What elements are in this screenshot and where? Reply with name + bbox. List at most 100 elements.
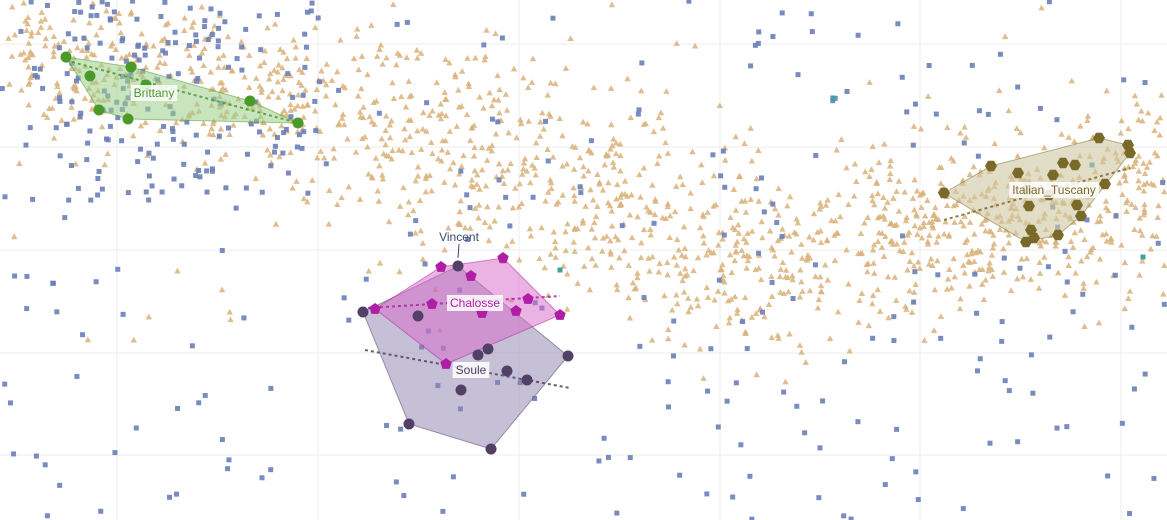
- background-square-point: [209, 32, 215, 38]
- background-triangle-point: [295, 79, 303, 85]
- background-triangle-point: [322, 92, 330, 99]
- background-triangle-point: [634, 270, 641, 276]
- background-square-point: [704, 491, 710, 497]
- background-triangle-point: [935, 233, 942, 239]
- background-square-point: [234, 56, 240, 62]
- background-triangle-point: [183, 45, 190, 52]
- background-triangle-point: [451, 181, 459, 188]
- background-triangle-point: [361, 133, 369, 140]
- background-triangle-point: [388, 155, 395, 162]
- background-triangle-point: [488, 102, 496, 109]
- background-square-point: [1015, 84, 1021, 90]
- background-triangle-point: [673, 261, 681, 268]
- background-triangle-point: [265, 75, 273, 82]
- background-triangle-point: [733, 310, 741, 316]
- background-triangle-point: [915, 258, 922, 265]
- background-square-point: [104, 1, 110, 7]
- background-square-point: [56, 45, 62, 51]
- background-triangle-point: [920, 223, 927, 230]
- background-triangle-point: [446, 128, 454, 134]
- background-square-point: [413, 218, 419, 224]
- background-triangle-point: [728, 269, 735, 276]
- background-triangle-point: [881, 204, 889, 211]
- background-triangle-point: [742, 208, 750, 215]
- background-square-point: [68, 163, 74, 169]
- background-triangle-point: [50, 53, 57, 59]
- background-square-point: [131, 52, 137, 58]
- background-triangle-point: [300, 114, 307, 120]
- background-triangle-point: [591, 219, 598, 226]
- marker-soule: [501, 365, 513, 377]
- background-triangle-point: [542, 197, 549, 204]
- background-triangle-point: [371, 121, 378, 127]
- background-triangle-point: [654, 160, 661, 167]
- background-triangle-point: [422, 188, 430, 195]
- background-square-point: [256, 13, 262, 19]
- background-square-point: [1030, 390, 1036, 396]
- background-square-point: [120, 36, 126, 42]
- background-triangle-point: [979, 281, 986, 287]
- background-triangle-point: [748, 157, 756, 164]
- background-triangle-point: [717, 266, 724, 273]
- background-square-point: [813, 153, 819, 159]
- background-triangle-point: [311, 107, 319, 114]
- background-square-point: [136, 57, 142, 63]
- background-triangle-point: [850, 192, 858, 199]
- background-triangle-point: [817, 273, 824, 280]
- background-triangle-point: [480, 104, 487, 111]
- background-triangle-point: [190, 19, 197, 25]
- background-triangle-point: [438, 146, 446, 153]
- background-triangle-point: [271, 20, 279, 27]
- marker-italian-tuscany: [1025, 224, 1037, 236]
- background-square-point: [204, 189, 210, 195]
- background-square-point: [935, 272, 941, 278]
- background-triangle-point: [735, 229, 742, 236]
- background-square-point: [651, 220, 657, 226]
- background-triangle-point: [394, 50, 401, 56]
- background-square-point: [346, 317, 352, 323]
- background-triangle-point: [738, 247, 745, 253]
- background-square-point: [627, 455, 633, 461]
- background-triangle-point: [1161, 188, 1167, 195]
- background-triangle-point: [385, 152, 392, 159]
- background-triangle-point: [893, 188, 900, 194]
- marker-italian-tuscany: [1020, 236, 1032, 248]
- background-square-point: [637, 343, 643, 349]
- background-triangle-point: [115, 10, 123, 16]
- background-square-point: [72, 36, 78, 42]
- background-square-point: [57, 482, 63, 488]
- background-square-point: [752, 42, 758, 48]
- background-triangle-point: [536, 132, 544, 139]
- background-triangle-point: [495, 96, 502, 103]
- background-triangle-point: [671, 208, 679, 215]
- background-triangle-point: [1093, 278, 1100, 285]
- background-square-point: [985, 111, 991, 117]
- background-triangle-point: [713, 323, 720, 329]
- background-square-point: [217, 10, 223, 16]
- background-triangle-point: [211, 22, 218, 29]
- background-triangle-point: [910, 123, 918, 129]
- background-square-point: [401, 493, 407, 499]
- background-triangle-point: [405, 198, 412, 205]
- background-triangle-point: [691, 42, 699, 49]
- background-square-point: [99, 186, 105, 192]
- background-triangle-point: [207, 68, 214, 75]
- background-triangle-point: [646, 268, 653, 274]
- background-triangle-point: [445, 224, 452, 231]
- label-soule: Soule: [452, 362, 490, 378]
- background-triangle-point: [789, 276, 796, 283]
- background-square-point: [481, 42, 487, 48]
- background-triangle-point: [932, 204, 939, 211]
- background-triangle-point: [817, 199, 824, 206]
- background-triangle-point: [871, 201, 878, 208]
- background-triangle-point: [631, 285, 638, 292]
- marker-soule: [482, 343, 494, 355]
- background-triangle-point: [1121, 305, 1128, 312]
- background-triangle-point: [525, 117, 532, 124]
- background-triangle-point: [376, 46, 383, 52]
- background-triangle-point: [222, 151, 229, 157]
- background-square-point: [753, 186, 759, 192]
- background-square-point: [1155, 240, 1161, 246]
- background-triangle-point: [527, 232, 535, 239]
- background-square-point: [85, 140, 91, 146]
